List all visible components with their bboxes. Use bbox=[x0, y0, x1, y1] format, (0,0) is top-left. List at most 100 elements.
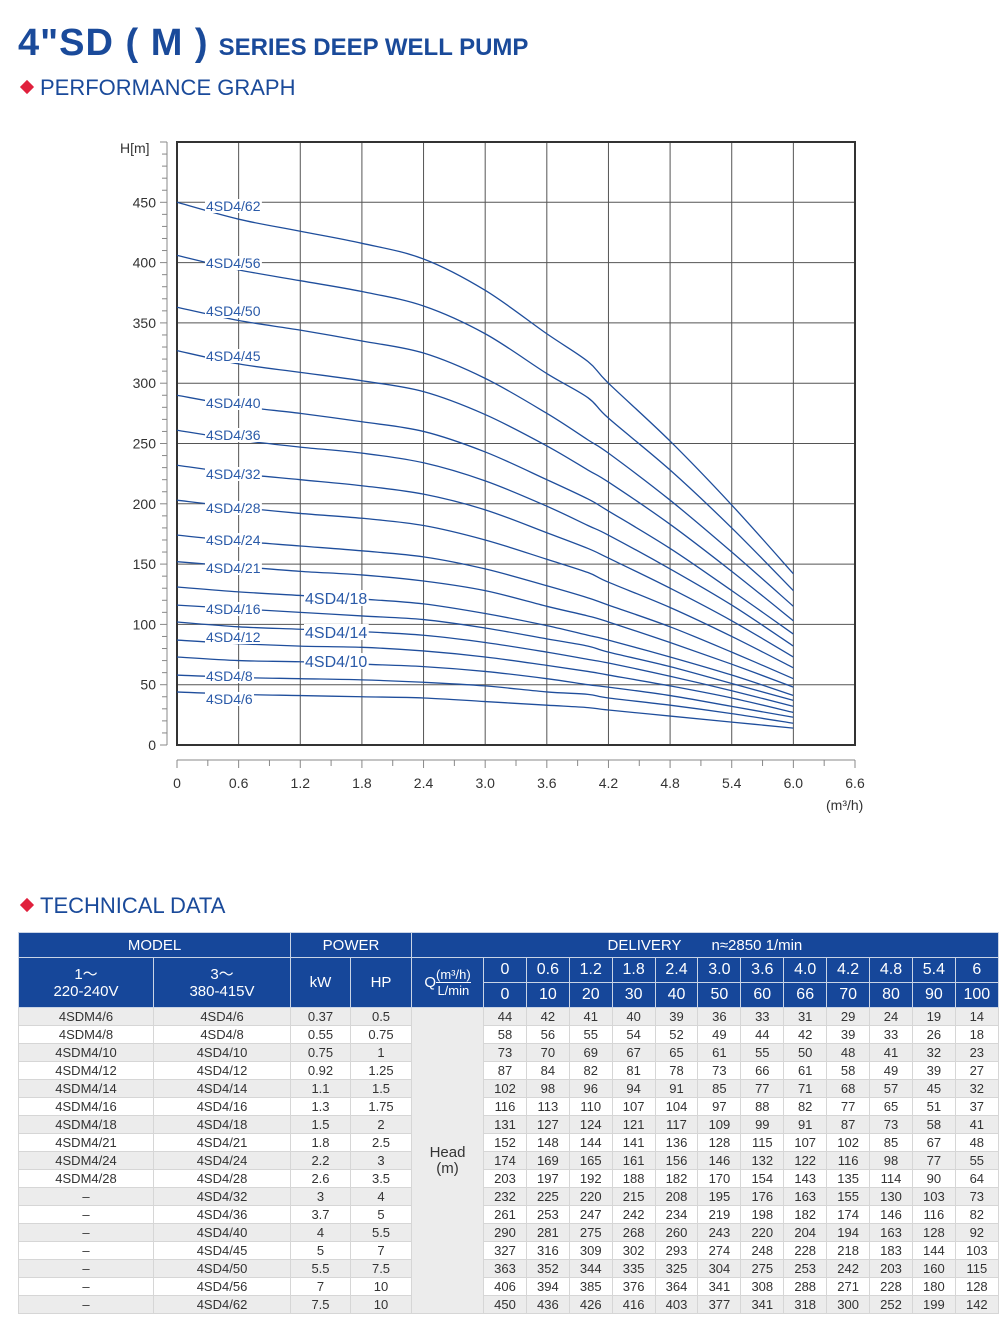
three-phase-model: 4SD4/6 bbox=[153, 1007, 291, 1026]
single-phase-model: 4SDM4/14 bbox=[18, 1079, 154, 1098]
three-phase-model: 4SD4/28 bbox=[153, 1169, 291, 1188]
head-value: 77 bbox=[911, 1151, 956, 1170]
three-phase-model: 4SD4/45 bbox=[153, 1241, 291, 1260]
three-phase-model: 4SD4/32 bbox=[153, 1187, 291, 1206]
single-phase-model: 4SDM4/21 bbox=[18, 1133, 154, 1152]
power-hp: 7.5 bbox=[349, 1259, 413, 1278]
table-row: –4SD4/36 3.7 5 261 253 247 242 234 219 198 182 174 1… bbox=[18, 1205, 999, 1224]
head-value: 82 bbox=[568, 1061, 613, 1080]
head-value: 242 bbox=[611, 1205, 656, 1224]
power-hp: 3 bbox=[349, 1151, 413, 1170]
head-value: 154 bbox=[740, 1169, 785, 1188]
power-kw: 0.92 bbox=[290, 1061, 351, 1080]
y-tick-label: 150 bbox=[133, 556, 157, 572]
head-value: 220 bbox=[740, 1223, 785, 1242]
section-title: TECHNICAL DATA bbox=[40, 893, 226, 918]
head-value: 135 bbox=[826, 1169, 871, 1188]
curve-label-bg bbox=[205, 561, 262, 575]
q-lmin-header: 10 bbox=[525, 982, 570, 1008]
curve-label-bg bbox=[205, 669, 255, 683]
head-value: 103 bbox=[911, 1187, 956, 1206]
head-value: 49 bbox=[869, 1061, 913, 1080]
head-value: 253 bbox=[783, 1259, 828, 1278]
single-phase-model: – bbox=[18, 1205, 154, 1224]
y-tick-label: 50 bbox=[140, 677, 156, 693]
head-value: 39 bbox=[826, 1025, 871, 1044]
head-value: 37 bbox=[954, 1097, 999, 1116]
curve-label: 4SD4/6 bbox=[206, 691, 253, 707]
power-kw: 1.1 bbox=[290, 1079, 351, 1098]
curve-label-bg bbox=[205, 396, 262, 410]
head-value: 26 bbox=[911, 1025, 956, 1044]
head-value: 73 bbox=[954, 1187, 999, 1206]
head-value: 33 bbox=[869, 1025, 913, 1044]
head-value: 156 bbox=[654, 1151, 699, 1170]
curve-4sd4-18 bbox=[176, 586, 794, 697]
head-value: 124 bbox=[568, 1115, 613, 1134]
q-lmin-header: 40 bbox=[654, 982, 699, 1008]
q-lmin-header: 80 bbox=[869, 982, 913, 1008]
head-value: 288 bbox=[783, 1277, 828, 1296]
y-tick-label: 200 bbox=[133, 496, 157, 512]
head-value: 49 bbox=[697, 1025, 742, 1044]
q-lmin-header: 90 bbox=[911, 982, 956, 1008]
head-value: 44 bbox=[483, 1007, 527, 1026]
curve-4sd4-36 bbox=[176, 429, 794, 647]
power-kw: 1.3 bbox=[290, 1097, 351, 1116]
power-kw: 5.5 bbox=[290, 1259, 351, 1278]
head-value: 377 bbox=[697, 1295, 742, 1314]
head-value: 54 bbox=[611, 1025, 656, 1044]
curve-label: 4SD4/62 bbox=[206, 198, 261, 214]
model-header: MODEL bbox=[18, 932, 291, 958]
head-value: 142 bbox=[954, 1295, 999, 1314]
table-row: 4SDM4/14 4SD4/14 1.1 1.5 102 98 96 94 91 85 77 71 68… bbox=[18, 1079, 999, 1098]
head-value: 316 bbox=[525, 1241, 570, 1260]
y-axis-label: H[m] bbox=[120, 140, 150, 156]
head-value: 308 bbox=[740, 1277, 785, 1296]
three-phase-model: 4SD4/40 bbox=[153, 1223, 291, 1242]
head-value: 116 bbox=[911, 1205, 956, 1224]
q-m3h-header: 0.6 bbox=[525, 957, 570, 983]
head-value: 176 bbox=[740, 1187, 785, 1206]
power-kw: 7 bbox=[290, 1277, 351, 1296]
power-kw: 0.37 bbox=[290, 1007, 351, 1026]
head-value: 141 bbox=[611, 1133, 656, 1152]
head-value: 406 bbox=[483, 1277, 527, 1296]
head-value: 88 bbox=[740, 1097, 785, 1116]
head-value: 204 bbox=[783, 1223, 828, 1242]
q-m3h-header: 5.4 bbox=[911, 957, 956, 983]
q-header: Q (m³/h) L/min bbox=[411, 957, 485, 1008]
single-phase-model: – bbox=[18, 1295, 154, 1314]
head-value: 136 bbox=[654, 1133, 699, 1152]
head-value: 115 bbox=[954, 1259, 999, 1278]
single-phase-model: 4SDM4/10 bbox=[18, 1043, 154, 1062]
head-value: 169 bbox=[525, 1151, 570, 1170]
head-value: 197 bbox=[525, 1169, 570, 1188]
head-value: 40 bbox=[611, 1007, 656, 1026]
curve-label: 4SD4/32 bbox=[206, 466, 261, 482]
head-value: 268 bbox=[611, 1223, 656, 1242]
head-value: 78 bbox=[654, 1061, 699, 1080]
single-phase-model: – bbox=[18, 1223, 154, 1242]
q-lmin-header: 100 bbox=[954, 982, 999, 1008]
curve-4sd4-28 bbox=[176, 499, 794, 669]
three-phase-model: 4SD4/18 bbox=[153, 1115, 291, 1134]
single-phase-model: 4SDM4/8 bbox=[18, 1025, 154, 1044]
plot-frame bbox=[176, 141, 856, 746]
head-value: 146 bbox=[697, 1151, 742, 1170]
q-lmin-header: 20 bbox=[568, 982, 613, 1008]
head-value: 242 bbox=[826, 1259, 871, 1278]
head-value: 61 bbox=[783, 1061, 828, 1080]
three-phase-model: 4SD4/56 bbox=[153, 1277, 291, 1296]
table-row: –4SD4/56 7 10 406 394 385 376 364 341 308 288 271 22… bbox=[18, 1277, 999, 1296]
head-value: 87 bbox=[826, 1115, 871, 1134]
curve-4sd4-14 bbox=[176, 621, 794, 708]
power-hp: 1.25 bbox=[349, 1061, 413, 1080]
three-phase-model: 4SD4/14 bbox=[153, 1079, 291, 1098]
curve-4sd4-62 bbox=[176, 201, 794, 575]
curve-4sd4-12 bbox=[176, 639, 794, 714]
head-value: 130 bbox=[869, 1187, 913, 1206]
head-value: 192 bbox=[568, 1169, 613, 1188]
head-value: 128 bbox=[697, 1133, 742, 1152]
